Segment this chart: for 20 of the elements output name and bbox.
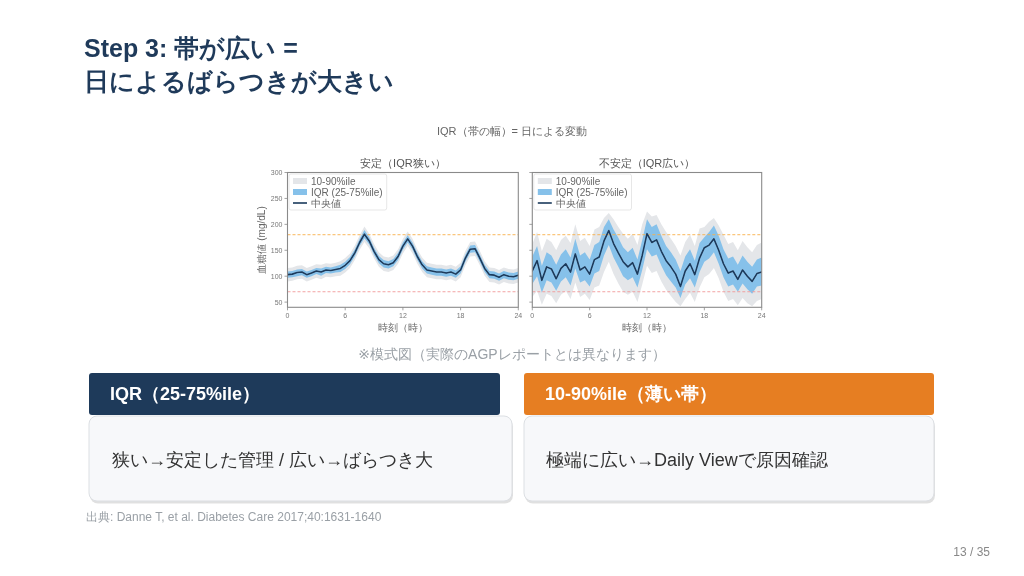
text: IQR（25-75%ile） [110,384,261,404]
x-axis-title: 時刻（時） [622,322,672,334]
x-axis-title: 時刻（時） [377,322,428,334]
text: 13 / 35 [953,545,991,559]
legend-label: 中央値 [311,197,341,209]
chart-title: 安定（IQR狭い） [360,156,446,169]
text: 極端に広い→Daily Viewで原因確認 [546,450,828,470]
text: Step 3: 帯が広い = 日によるばらつきが大きい [84,34,394,95]
text: IQR（帯の幅）= 日による変動 [436,125,588,137]
source-note: 出典: Danne T, et al. Diabetes Care 2017;40:1631-1640 [86,510,382,524]
y-axis-title: 血糖値 (mg/dL) [256,206,268,274]
text: ※模式図（実際のAGPレポートとは異なります） [358,346,666,362]
text: 狭い→安定した管理 / 広い→ばらつき大 [112,450,434,470]
legend-label: 10-90%ile [555,175,601,187]
chart-title: 不安定（IQR広い） [598,156,696,169]
text: 10-90%ile（薄い帯） [545,384,718,404]
legend-label: IQR (25-75%ile) [311,186,383,198]
legend-label: 10-90%ile [311,175,356,187]
legend-label: 中央値 [555,197,586,209]
legend-label: IQR (25-75%ile) [555,186,628,198]
